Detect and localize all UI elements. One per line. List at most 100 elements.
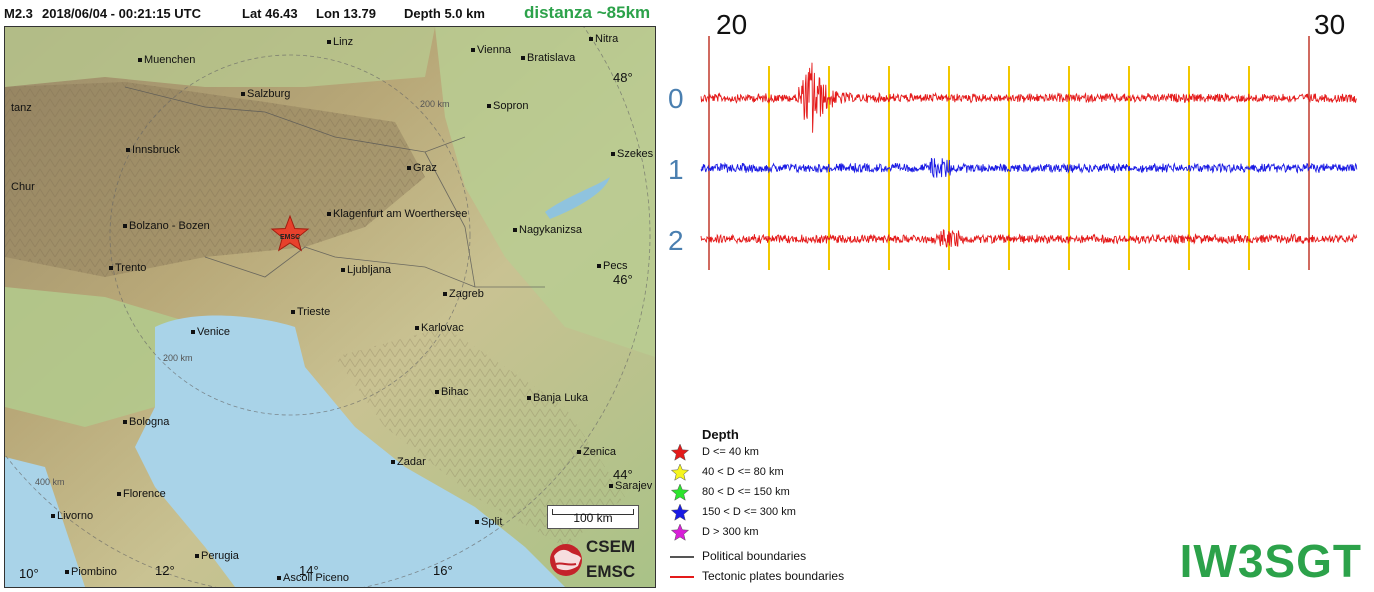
- legend-star-icon: [670, 444, 690, 461]
- city-label-salzburg: Salzburg: [247, 88, 290, 100]
- city-label-innsbruck: Innsbruck: [132, 144, 180, 156]
- city-label-linz: Linz: [333, 36, 353, 48]
- legend-boundary-row: Tectonic plates boundaries: [670, 568, 900, 586]
- city-label-karlovac: Karlovac: [421, 322, 464, 334]
- city-label-venice: Venice: [197, 326, 230, 338]
- city-label-trieste: Trieste: [297, 306, 330, 318]
- dinaric-relief: [335, 327, 625, 547]
- station-code: IW3SGT: [1179, 535, 1362, 587]
- city-label-szekes: Szekes: [617, 148, 654, 160]
- city-dot-karlovac: [415, 326, 419, 330]
- map-legend: Depth D <= 40 km 40 < D <= 80 km 80 < D <=…: [670, 425, 910, 590]
- seismogram: 20 30 0 1 2: [668, 9, 1358, 270]
- city-dot-nitra: [589, 37, 593, 41]
- city-dot-szekes: [611, 152, 615, 156]
- lake-balaton: [545, 177, 610, 219]
- city-markers: Linz Vienna Bratislava Nitra Muenchen Salzbur…: [11, 33, 654, 584]
- ring-400km: [5, 27, 651, 587]
- ring-label-200-w: 200 km: [163, 353, 193, 363]
- city-label-zadar: Zadar: [397, 456, 426, 468]
- city-dot-graz: [407, 166, 411, 170]
- bavarian-plain: [5, 27, 435, 87]
- grid-lat-44: 44°: [613, 467, 633, 482]
- alps: [5, 82, 425, 277]
- legend-title: Depth: [702, 427, 739, 442]
- political-boundaries: [124, 86, 545, 288]
- city-label-sopron: Sopron: [493, 100, 528, 112]
- city-label-chur: Chur: [11, 181, 35, 193]
- city-label-florence: Florence: [123, 488, 166, 500]
- city-dot-salzburg: [241, 92, 245, 96]
- city-dot-ljubljana: [341, 268, 345, 272]
- city-dot-split: [475, 520, 479, 524]
- logo-text-csem: CSEM: [586, 537, 636, 556]
- city-dot-florence: [117, 492, 121, 496]
- trace-channel-2: [700, 229, 1358, 248]
- pannonian-plain: [435, 27, 655, 357]
- legend-depth-row: 80 < D <= 150 km: [670, 484, 900, 502]
- city-dot-bologna: [123, 420, 127, 424]
- trace-channel-0: [700, 62, 1357, 133]
- legend-depth-row: D <= 40 km: [670, 444, 900, 462]
- trace-channel-1: [700, 157, 1358, 179]
- city-label-pecs: Pecs: [603, 260, 628, 272]
- city-label-bolzano-bozen: Bolzano - Bozen: [129, 220, 210, 232]
- event-datetime: 2018/06/04 - 00:21:15 UTC: [42, 6, 201, 21]
- map-svg: 48° 46° 44° 10° 12° 14° 16° 200 km 200 k…: [5, 27, 655, 587]
- legend-depth-label: D > 300 km: [702, 526, 759, 538]
- magnitude: M2.3: [4, 6, 33, 21]
- seismogram-traces: [700, 62, 1358, 248]
- legend-star-icon: [670, 464, 690, 481]
- city-label-split: Split: [481, 516, 502, 528]
- alps-relief: [5, 82, 425, 277]
- epicenter-star: [270, 214, 310, 252]
- legend-depth-label: 40 < D <= 80 km: [702, 466, 784, 478]
- legend-star-icon: [670, 484, 690, 501]
- city-dot-bihac: [435, 390, 439, 394]
- legend-boundary-row: Political boundaries: [670, 548, 900, 566]
- depth: Depth 5.0 km: [404, 6, 485, 21]
- legend-depth-row: 150 < D <= 300 km: [670, 504, 900, 522]
- time-label-start: 20: [716, 9, 747, 40]
- distance: distanza ~85km: [524, 3, 651, 22]
- city-dot-zenica: [577, 450, 581, 454]
- city-dot-nagykanizsa: [513, 228, 517, 232]
- city-label-zagreb: Zagreb: [449, 288, 484, 300]
- city-dot-trento: [109, 266, 113, 270]
- city-dot-bolzano-bozen: [123, 224, 127, 228]
- city-dot-vienna: [471, 48, 475, 52]
- city-label-livorno: Livorno: [57, 510, 93, 522]
- city-dot-ascoli-piceno: [277, 576, 281, 580]
- epicenter-map: 48° 46° 44° 10° 12° 14° 16° 200 km 200 k…: [4, 26, 656, 588]
- city-label-klagenfurt-am-woerthersee: Klagenfurt am Woerthersee: [333, 208, 467, 220]
- legend-boundary-label: Political boundaries: [702, 549, 807, 563]
- city-dot-perugia: [195, 554, 199, 558]
- city-dot-klagenfurt-am-woerthersee: [327, 212, 331, 216]
- legend-line-swatch: [670, 556, 694, 558]
- city-dot-pecs: [597, 264, 601, 268]
- ring-label-400: 400 km: [35, 477, 65, 487]
- scale-bar-label: 100 km: [573, 511, 613, 525]
- channel-label-1: 1: [668, 154, 684, 185]
- city-label-nagykanizsa: Nagykanizsa: [519, 224, 583, 236]
- city-dot-piombino: [65, 570, 69, 574]
- city-label-zenica: Zenica: [583, 446, 617, 458]
- legend-star-icon: [670, 524, 690, 541]
- legend-depth-row: 40 < D <= 80 km: [670, 464, 900, 482]
- city-label-perugia: Perugia: [201, 550, 240, 562]
- city-label-ascoli-piceno: Ascoli Piceno: [283, 572, 349, 584]
- longitude: Lon 13.79: [316, 6, 376, 21]
- event-header: M2.3 2018/06/04 - 00:21:15 UTC Lat 46.43…: [4, 3, 694, 25]
- globe-icon: [550, 544, 582, 576]
- grid-lon-14: 14°: [299, 563, 319, 578]
- city-dot-bratislava: [521, 56, 525, 60]
- grid-lat-46: 46°: [613, 272, 633, 287]
- adriatic-sea: [135, 315, 565, 587]
- legend-depth-label: 80 < D <= 150 km: [702, 486, 790, 498]
- city-label-piombino: Piombino: [71, 566, 117, 578]
- city-dot-sarajev: [609, 484, 613, 488]
- grid-lon-12: 12°: [155, 563, 175, 578]
- city-dot-trieste: [291, 310, 295, 314]
- city-label-muenchen: Muenchen: [144, 54, 195, 66]
- city-dot-zadar: [391, 460, 395, 464]
